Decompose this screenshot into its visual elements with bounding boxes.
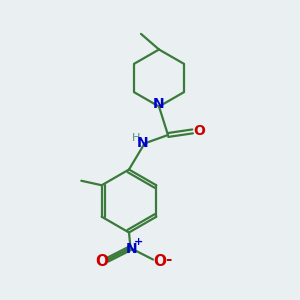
Text: H: H bbox=[131, 133, 140, 143]
Text: O: O bbox=[153, 254, 166, 268]
Text: N: N bbox=[153, 97, 165, 111]
Text: O: O bbox=[95, 254, 108, 268]
Text: -: - bbox=[165, 252, 172, 267]
Text: N: N bbox=[137, 136, 148, 150]
Text: N: N bbox=[125, 242, 137, 256]
Text: O: O bbox=[193, 124, 205, 138]
Text: +: + bbox=[134, 237, 143, 247]
